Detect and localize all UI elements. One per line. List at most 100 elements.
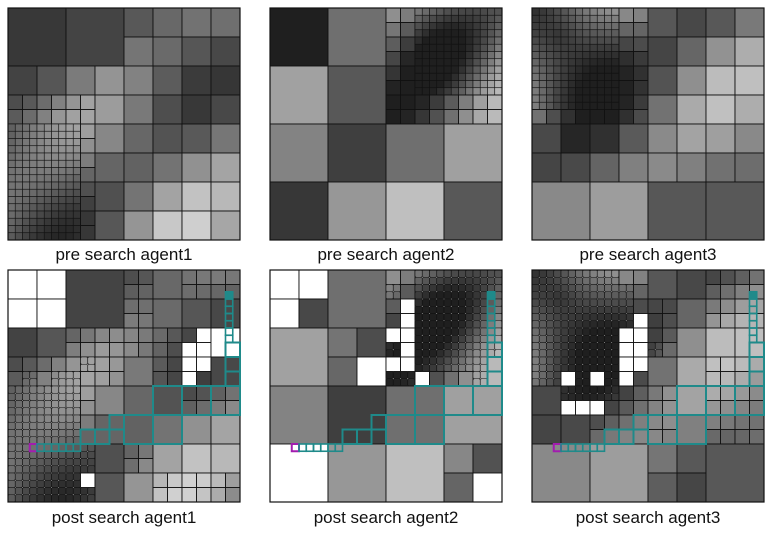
quadtree-cell-small	[531, 22, 540, 31]
quadtree-cell-small	[582, 276, 591, 285]
quadtree-cell-small	[604, 87, 613, 96]
quadtree-cell-small	[582, 313, 591, 322]
quadtree-cell-small	[604, 14, 613, 23]
quadtree-cell-small	[29, 429, 38, 438]
quadtree-cell-small	[58, 152, 67, 161]
quadtree-cell-small	[611, 313, 620, 322]
quadtree-cell-small	[575, 363, 584, 372]
quadtree-cell-small	[596, 14, 605, 23]
quadtree-cell-small	[560, 327, 569, 336]
quadtree-cell-small	[479, 349, 488, 358]
quadtree-cell-small	[604, 43, 613, 52]
quadtree-cell-small	[58, 145, 67, 154]
quadtree-cell	[181, 327, 197, 343]
quadtree-cell-small	[22, 167, 31, 176]
quadtree-cell-small	[472, 327, 481, 336]
quadtree-cell	[560, 371, 576, 387]
quadtree-cell-small	[531, 298, 540, 307]
quadtree-cell	[705, 298, 721, 314]
quadtree-cell	[676, 152, 707, 183]
quadtree-cell-small	[494, 87, 503, 96]
quadtree-cell	[210, 487, 226, 503]
quadtree-cell-small	[604, 51, 613, 60]
quadtree-cell-small	[14, 167, 23, 176]
quadtree-cell-small	[443, 14, 452, 23]
quadtree-cell-small	[546, 51, 555, 60]
quadtree-cell-small	[589, 72, 598, 81]
quadtree-cell	[80, 152, 96, 168]
quadtree-cell	[152, 443, 183, 474]
quadtree-cell-small	[22, 232, 31, 241]
quadtree-cell-small	[538, 22, 547, 31]
quadtree-cell-small	[589, 101, 598, 110]
quadtree-cell-small	[414, 305, 423, 314]
quadtree-cell-small	[72, 174, 81, 183]
quadtree-cell-small	[72, 479, 81, 488]
quadtree-cell-small	[36, 487, 45, 496]
quadtree-cell-small	[22, 159, 31, 168]
quadtree-cell-small	[36, 414, 45, 423]
quadtree-cell-small	[14, 487, 23, 496]
quadtree-cell-small	[582, 392, 591, 401]
quadtree-cell-small	[58, 443, 67, 452]
quadtree-cell	[123, 284, 139, 300]
quadtree-cell	[662, 327, 678, 343]
quadtree-cell-small	[450, 356, 459, 365]
quadtree-cell-small	[392, 291, 401, 300]
quadtree-cell	[385, 356, 401, 372]
quadtree-cell-small	[575, 65, 584, 74]
quadtree-cell	[152, 472, 168, 488]
quadtree-cell-small	[546, 327, 555, 336]
quadtree-cell-small	[436, 291, 445, 300]
quadtree-cell	[123, 181, 154, 212]
quadtree-cell-small	[80, 494, 89, 503]
quadtree-cell	[705, 313, 721, 329]
quadtree-cell-small	[589, 291, 598, 300]
quadtree-cell	[400, 298, 416, 314]
quadtree-cell-small	[29, 378, 38, 387]
quadtree-cell-small	[479, 65, 488, 74]
quadtree-cell	[414, 109, 430, 125]
quadtree-cell-small	[51, 429, 60, 438]
quadtree-cell-small	[553, 298, 562, 307]
quadtree-cell-small	[596, 356, 605, 365]
quadtree-cell	[181, 94, 212, 125]
quadtree-cell-small	[72, 407, 81, 416]
quadtree-cell-small	[560, 363, 569, 372]
quadtree-cell	[705, 429, 721, 445]
quadtree-cell-small	[625, 284, 634, 293]
quadtree-cell	[429, 109, 445, 125]
quadtree-cell-small	[582, 356, 591, 365]
quadtree-cell-small	[22, 378, 31, 387]
quadtree-cell-small	[65, 407, 74, 416]
quadtree-cell-small	[65, 188, 74, 197]
quadtree-cell-small	[582, 284, 591, 293]
quadtree-cell-small	[546, 7, 555, 16]
quadtree-cell	[400, 94, 416, 110]
quadtree-cell-small	[604, 392, 613, 401]
quadtree-cell	[618, 36, 634, 52]
quadtree-cell-small	[472, 72, 481, 81]
quadtree-cell-small	[546, 65, 555, 74]
quadtree-cell-small	[589, 58, 598, 67]
quadtree-cell-small	[560, 385, 569, 394]
quadtree-cell-small	[22, 123, 31, 132]
quadtree-cell-small	[7, 145, 16, 154]
quadtree-cell-small	[65, 472, 74, 481]
quadtree-cell-small	[36, 400, 45, 409]
quadtree-map-post-agent1	[7, 269, 241, 503]
quadtree-cell-small	[465, 80, 474, 89]
quadtree-cell-small	[51, 450, 60, 459]
quadtree-cell-small	[582, 43, 591, 52]
quadtree-cell-small	[465, 72, 474, 81]
quadtree-cell	[123, 123, 154, 154]
quadtree-cell-small	[604, 363, 613, 372]
quadtree-cell-small	[494, 342, 503, 351]
quadtree-cell-small	[392, 284, 401, 293]
goal-cell-marker	[487, 291, 495, 299]
quadtree-cell-small	[29, 472, 38, 481]
quadtree-cell	[443, 94, 459, 110]
quadtree-cell-small	[538, 320, 547, 329]
quadtree-cell-small	[538, 101, 547, 110]
quadtree-cell-small	[65, 196, 74, 205]
